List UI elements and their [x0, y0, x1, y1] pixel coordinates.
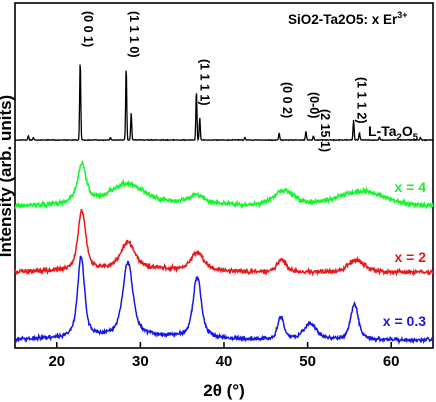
- reference-label: L-Ta2O5: [368, 123, 419, 143]
- composition-annotation: SiO2-Ta2O5: x Er3+: [288, 10, 408, 27]
- series-label: x = 4: [394, 179, 426, 195]
- x-tick-label: 20: [48, 353, 65, 370]
- peak-label: (1 1 1 0): [127, 11, 141, 58]
- peak-labels: (0 0 1) (1 1 1 0) (1 1 1 1) (0 0 2) (0-0)(2 …: [81, 11, 368, 152]
- x-tick-label: 30: [132, 353, 149, 370]
- x-tick-label: 40: [216, 353, 233, 370]
- peak-label: (2 15 1): [318, 109, 332, 152]
- x-tick-label: 60: [383, 353, 400, 370]
- x-tick-label: 50: [299, 353, 316, 370]
- x-axis-ticks: 20 30 40 50 60: [48, 342, 400, 370]
- series-curves: [14, 64, 434, 346]
- series-curve: [14, 160, 434, 211]
- series-label: x = 0.3: [383, 313, 426, 329]
- x-axis-title: 2θ (°): [203, 381, 245, 400]
- series-curve: [14, 208, 434, 277]
- reference-curve: [14, 64, 434, 142]
- peak-label: (1 1 1 1): [197, 59, 211, 106]
- peak-label: (0 0 1): [81, 11, 95, 47]
- peak-label: (0-0): [307, 92, 321, 118]
- peak-label: (0 0 2): [280, 82, 294, 118]
- series-label: x = 2: [394, 249, 426, 265]
- peak-label: (1 1 1 2): [355, 77, 369, 124]
- series-labels: x = 4 x = 2 x = 0.3: [383, 179, 426, 329]
- y-axis-title: Intensity (arb. units): [0, 95, 15, 257]
- series-curve: [14, 255, 434, 346]
